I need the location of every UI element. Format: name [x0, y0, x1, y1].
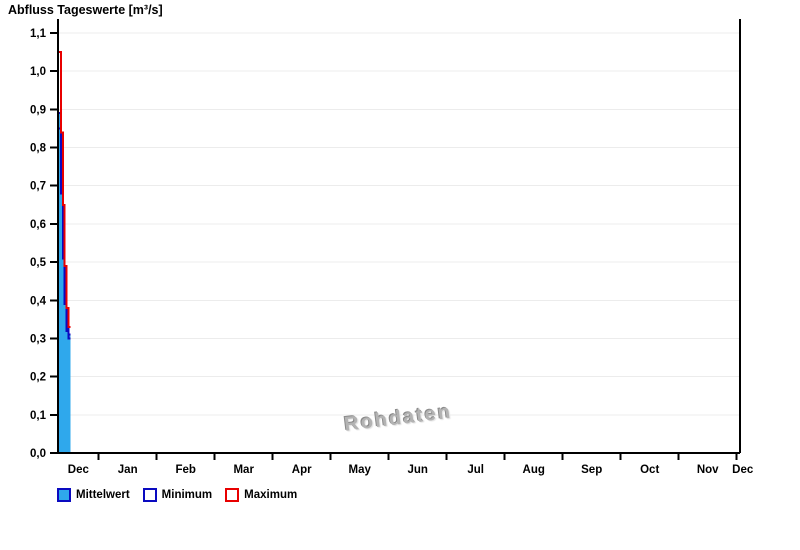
y-tick-label: 0,6	[30, 219, 46, 231]
y-tick-label: 0,4	[30, 295, 47, 307]
month-label: Mar	[233, 464, 254, 476]
y-tick-label: 0,7	[30, 181, 46, 193]
chart-title: Abfluss Tageswerte [m³/s]	[8, 3, 163, 17]
month-label: Jan	[118, 464, 138, 476]
legend: Mittelwert Minimum Maximum	[57, 488, 310, 502]
legend-item-mittelwert: Mittelwert	[57, 488, 130, 502]
legend-item-maximum: Maximum	[225, 488, 297, 502]
month-label: May	[349, 464, 372, 476]
month-label: Sep	[581, 464, 602, 476]
y-tick-label: 0,2	[30, 372, 46, 384]
month-label: Oct	[640, 464, 659, 476]
mittelwert-swatch-icon	[57, 488, 71, 502]
legend-label-maximum: Maximum	[244, 489, 298, 501]
month-label: Feb	[175, 464, 195, 476]
maximum-swatch-icon	[225, 488, 240, 502]
y-tick-label: 0,3	[30, 333, 46, 345]
y-tick-label: 0,0	[30, 448, 46, 460]
y-tick-label: 0,9	[30, 104, 46, 116]
series-line-maximum	[59, 51, 71, 328]
month-label: Dec	[732, 464, 754, 476]
month-label: Apr	[292, 464, 312, 476]
month-label: Jul	[467, 464, 484, 476]
y-tick-label: 1,1	[30, 28, 47, 40]
month-label: Nov	[697, 464, 719, 476]
y-tick-label: 0,5	[30, 257, 47, 269]
y-tick-label: 0,1	[30, 410, 47, 422]
legend-label-minimum: Minimum	[161, 489, 213, 501]
legend-label-mittelwert: Mittelwert	[76, 489, 130, 501]
y-tick-label: 1,0	[30, 66, 46, 78]
legend-item-minimum: Minimum	[142, 488, 213, 502]
y-tick-label: 0,8	[30, 143, 47, 155]
month-label: Aug	[523, 464, 545, 476]
month-label: Jun	[407, 464, 427, 476]
minimum-swatch-icon	[142, 488, 157, 502]
month-label: Dec	[68, 464, 90, 476]
